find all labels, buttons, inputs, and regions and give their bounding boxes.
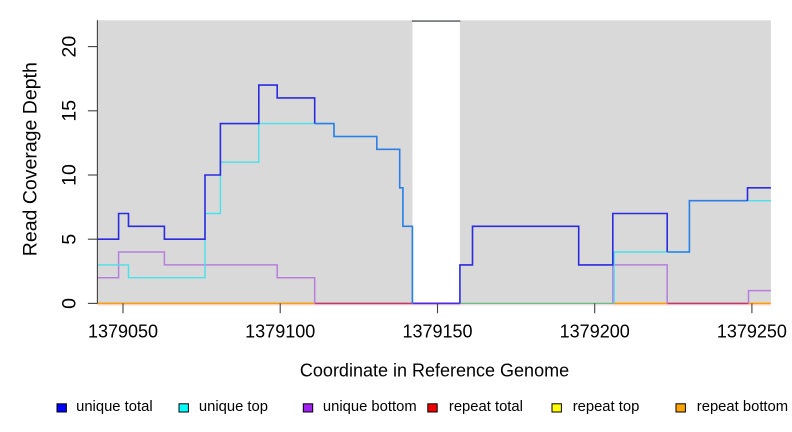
svg-text:unique top: unique top bbox=[199, 399, 268, 415]
svg-text:5: 5 bbox=[59, 234, 81, 245]
svg-text:1379150: 1379150 bbox=[402, 321, 472, 341]
svg-text:Read Coverage Depth: Read Coverage Depth bbox=[20, 62, 42, 256]
svg-text:20: 20 bbox=[59, 36, 81, 58]
svg-text:repeat bottom: repeat bottom bbox=[697, 399, 788, 415]
svg-text:10: 10 bbox=[59, 164, 81, 186]
svg-text:repeat total: repeat total bbox=[449, 399, 523, 415]
svg-text:1379250: 1379250 bbox=[717, 321, 787, 341]
svg-text:1379200: 1379200 bbox=[560, 321, 630, 341]
svg-text:unique total: unique total bbox=[76, 399, 153, 415]
svg-text:unique bottom: unique bottom bbox=[323, 399, 417, 415]
svg-text:repeat top: repeat top bbox=[573, 399, 640, 415]
svg-text:Coordinate in Reference Genome: Coordinate in Reference Genome bbox=[300, 361, 569, 381]
svg-text:1379100: 1379100 bbox=[245, 321, 315, 341]
svg-text:1379050: 1379050 bbox=[88, 321, 158, 341]
svg-text:15: 15 bbox=[59, 100, 81, 122]
svg-text:0: 0 bbox=[59, 298, 81, 309]
